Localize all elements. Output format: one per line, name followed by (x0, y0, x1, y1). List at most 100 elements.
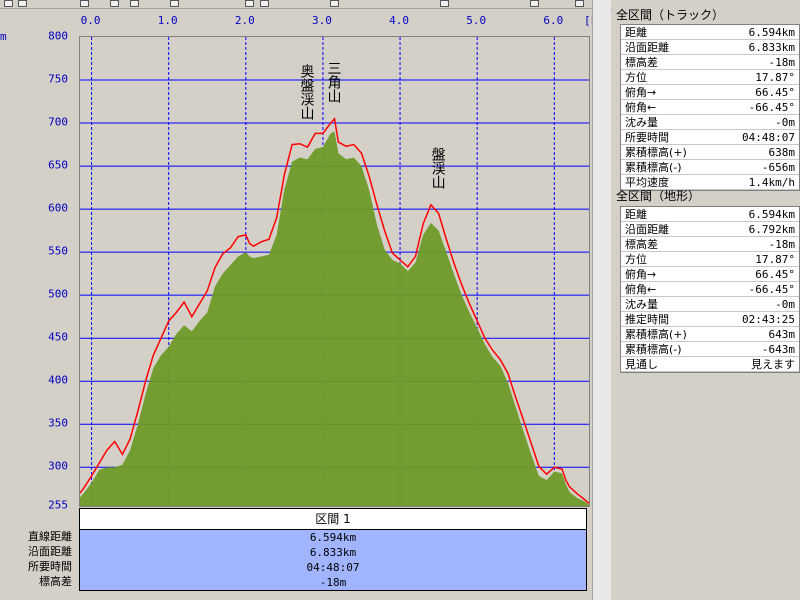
stat-label: 累積標高(+) (625, 328, 687, 341)
toolbar-icon[interactable] (245, 0, 254, 7)
stat-value: -18m (768, 238, 796, 251)
stat-label: 推定時間 (625, 313, 669, 326)
stat-label: 平均速度 (625, 176, 669, 189)
stat-row: 俯角→ 66.45° (621, 267, 799, 282)
stat-row: 沈み量 -0m (621, 297, 799, 312)
stat-label: 累積標高(+) (625, 146, 687, 159)
stat-row: 俯角← -66.45° (621, 100, 799, 115)
stat-label: 標高差 (625, 238, 658, 251)
toolbar-icon[interactable] (170, 0, 179, 7)
stat-row: 累積標高(-) -656m (621, 160, 799, 175)
stat-label: 標高差 (625, 56, 658, 69)
toolbar-icon[interactable] (80, 0, 89, 7)
stat-value: -656m (761, 161, 795, 174)
terrain-section-title: 全区間（地形） (616, 189, 701, 203)
stat-row: 距離 6.594km (621, 25, 799, 40)
x-tick-label: 2.0 (234, 14, 255, 27)
summary-labels: 直線距離 沿面距離 所要時間 標高差 (0, 529, 72, 589)
peak-label: 奥盤渓山 (298, 63, 315, 120)
stat-row: 推定時間 02:43:25 (621, 312, 799, 327)
stat-value: 6.792km (748, 223, 795, 236)
track-stats-table: 距離 6.594km 沿面距離 6.833km 標高差 -18m 方位 17.87° 俯角→ 66… (620, 24, 800, 191)
toolbar-icon[interactable] (260, 0, 269, 7)
stat-label: 沿面距離 (625, 223, 669, 236)
summary-value: -18m (319, 576, 347, 589)
stat-value: 見えます (751, 358, 795, 371)
toolbar-icon[interactable] (130, 0, 139, 7)
y-tick-label: 350 (48, 416, 68, 430)
x-tick-label: 1.0 (157, 14, 178, 27)
track-line (79, 117, 590, 504)
y-tick-label: 300 (48, 459, 68, 473)
stat-row: 累積標高(-) -643m (621, 342, 799, 357)
terrain-stats-table: 距離 6.594km 沿面距離 6.792km 標高差 -18m 方位 17.87° 俯角→ 66… (620, 206, 800, 373)
stat-row: 俯角← -66.45° (621, 282, 799, 297)
stat-value: -18m (768, 56, 796, 69)
stat-label: 俯角← (625, 101, 657, 114)
toolbar-icon[interactable] (530, 0, 539, 7)
stat-value: -0m (775, 116, 795, 129)
stat-row: 所要時間 04:48:07 (621, 130, 799, 145)
stat-row: 標高差 -18m (621, 55, 799, 70)
stat-label: 方位 (625, 71, 647, 84)
stat-row: 沿面距離 6.833km (621, 40, 799, 55)
stat-label: 距離 (625, 208, 647, 221)
stat-row: 方位 17.87° (621, 252, 799, 267)
elevation-chart-svg (79, 37, 590, 506)
vertical-scrollbar[interactable] (592, 0, 611, 600)
stat-value: -643m (761, 343, 795, 356)
stat-label: 方位 (625, 253, 647, 266)
toolbar-icon[interactable] (110, 0, 119, 7)
stat-value: 6.833km (748, 41, 795, 54)
y-tick-label: 600 (48, 201, 68, 215)
stat-label: 沈み量 (625, 298, 658, 311)
toolbar-icon[interactable] (440, 0, 449, 7)
stat-value: 66.45° (755, 268, 795, 281)
summary-value: 04:48:07 (306, 561, 360, 574)
y-tick-label: 800 (48, 29, 68, 43)
stat-label: 累積標高(-) (625, 161, 682, 174)
track-section-title: 全区間（トラック） (616, 8, 725, 22)
stat-row: 平均速度 1.4km/h (621, 175, 799, 190)
stat-value: 1.4km/h (748, 176, 795, 189)
stat-label: 俯角→ (625, 86, 657, 99)
y-unit-label: m (0, 30, 7, 43)
stat-label: 沈み量 (625, 116, 658, 129)
segment-header[interactable]: 区間 1 (79, 508, 587, 530)
toolbar-icon[interactable] (18, 0, 27, 7)
toolbar-icon[interactable] (330, 0, 339, 7)
x-tick-label: 5.0 (466, 14, 487, 27)
x-tick-label: 4.0 (389, 14, 409, 27)
summary-value: 6.594km (309, 531, 357, 544)
y-tick-label: 550 (48, 244, 68, 258)
stat-label: 見通し (625, 358, 658, 371)
stat-row: 累積標高(+) 643m (621, 327, 799, 342)
y-tick-label: 750 (48, 72, 68, 86)
stat-row: 距離 6.594km (621, 207, 799, 222)
stat-row: 方位 17.87° (621, 70, 799, 85)
stat-row: 見通し 見えます (621, 357, 799, 372)
y-tick-label: 450 (48, 330, 68, 344)
terrain-area (80, 131, 589, 506)
stat-value: 17.87° (755, 71, 795, 84)
y-tick-label: 400 (48, 373, 68, 387)
elevation-chart[interactable] (79, 36, 590, 507)
peak-label: 盤渓山 (429, 146, 446, 189)
stat-value: 17.87° (755, 253, 795, 266)
stat-row: 沿面距離 6.792km (621, 222, 799, 237)
y-tick-label: 700 (48, 115, 68, 129)
toolbar-icon[interactable] (4, 0, 13, 7)
summary-label: 沿面距離 (28, 545, 72, 558)
summary-label: 直線距離 (28, 530, 72, 543)
toolbar-icon[interactable] (575, 0, 584, 7)
stat-row: 標高差 -18m (621, 237, 799, 252)
stat-value: -66.45° (748, 283, 795, 296)
y-tick-label: 650 (48, 158, 68, 172)
x-tick-label: 3.0 (311, 14, 332, 27)
stat-value: 6.594km (748, 26, 795, 39)
stat-label: 俯角→ (625, 268, 657, 281)
x-tick-label: 0.0 (80, 14, 101, 27)
segment-values: 6.594km 6.833km 04:48:07 -18m (79, 529, 587, 591)
stat-label: 累積標高(-) (625, 343, 682, 356)
stat-label: 沿面距離 (625, 41, 669, 54)
